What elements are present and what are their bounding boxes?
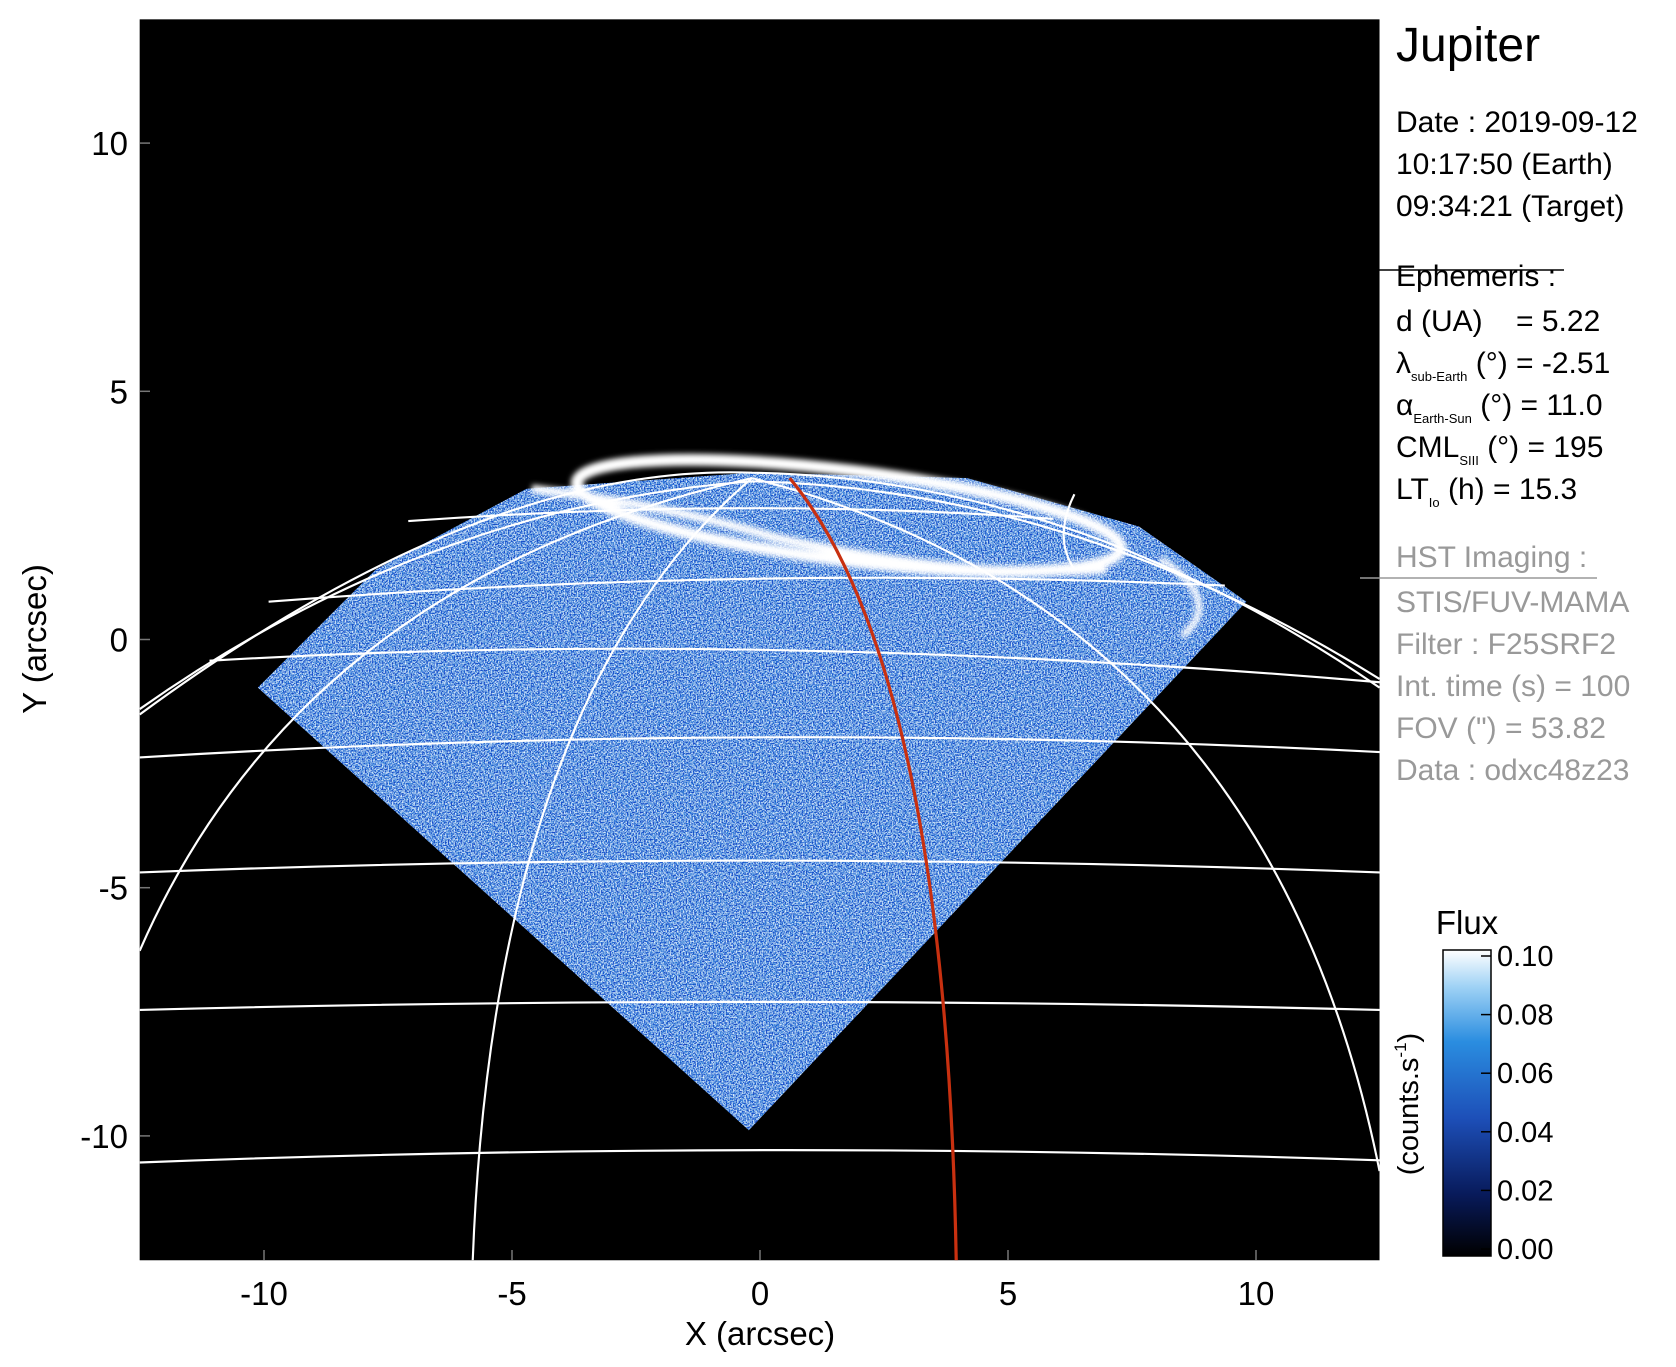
y-tick-label: -10	[80, 1118, 128, 1155]
x-axis-label: X (arcsec)	[685, 1315, 835, 1352]
image	[139, 453, 1380, 1261]
colorbar-tick-label: 0.00	[1497, 1234, 1553, 1266]
imaging-item: STIS/FUV-MAMA	[1396, 586, 1629, 619]
imaging-item: FOV (") = 53.82	[1396, 712, 1606, 745]
imaging-title: HST Imaging :	[1396, 541, 1587, 574]
y-axis-label: Y (arcsec)	[16, 564, 53, 714]
x-tick-label: -5	[497, 1275, 526, 1312]
colorbar-label: (counts.s-1)	[1391, 1033, 1425, 1175]
colorbar-tick-label: 0.06	[1497, 1058, 1553, 1090]
imaging-item: Filter : F25SRF2	[1396, 628, 1616, 661]
y-tick-label: 0	[110, 622, 128, 659]
ephemeris-item: λsub-Earth (°) = -2.51	[1396, 347, 1610, 384]
ephemeris-sub: SIII	[1459, 453, 1479, 468]
central-meridian	[788, 477, 958, 1261]
ephemeris-main: CML	[1396, 431, 1459, 464]
colorbar-title: Flux	[1436, 904, 1499, 941]
ephemeris-main: α	[1396, 389, 1413, 422]
ephemeris-rest: (°) = -2.51	[1467, 347, 1610, 380]
date-line: 10:17:50 (Earth)	[1396, 148, 1613, 181]
date-line: 09:34:21 (Target)	[1396, 190, 1624, 223]
ephemeris-item: αEarth-Sun (°) = 11.0	[1396, 389, 1603, 426]
y-tick-label: -5	[99, 870, 128, 907]
title: Jupiter	[1396, 19, 1540, 72]
planet-disk	[257, 472, 1247, 1131]
ephemeris-rest: (°) = 195	[1479, 431, 1604, 464]
ephemeris-main: λ	[1396, 347, 1411, 380]
image-layer	[139, 19, 1380, 1261]
imaging-item: Int. time (s) = 100	[1396, 670, 1630, 703]
lat-lon-grid	[139, 471, 1380, 1261]
ephemeris-rest: (h) = 15.3	[1440, 473, 1578, 506]
ephemeris-item: d (UA) = 5.22	[1396, 305, 1600, 338]
x-tick-label: 0	[751, 1275, 769, 1312]
x-tick-label: 5	[999, 1275, 1017, 1312]
y-tick-label: 10	[91, 125, 128, 162]
date-line: Date : 2019-09-12	[1396, 106, 1638, 139]
ephemeris-rest: (°) = 11.0	[1472, 389, 1603, 422]
colorbar-tick-label: 0.04	[1497, 1117, 1553, 1149]
colorbar-tick-label: 0.08	[1497, 1000, 1553, 1032]
ephemeris-item: CMLSIII (°) = 195	[1396, 431, 1603, 468]
colorbar-tick-label: 0.02	[1497, 1175, 1553, 1207]
ephemeris-sub: Io	[1429, 495, 1440, 510]
colorbar-label-sup: -1	[1391, 1042, 1410, 1057]
colorbar-tick-label: 0.10	[1497, 941, 1553, 973]
colorbar	[1442, 949, 1492, 1257]
x-tick-label: -10	[240, 1275, 288, 1312]
ephemeris-main: d (UA) = 5.22	[1396, 305, 1600, 338]
ephemeris-sub: sub-Earth	[1411, 369, 1467, 384]
ephemeris-sub: Earth-Sun	[1413, 411, 1472, 426]
ephemeris-main: LT	[1396, 473, 1429, 506]
ephemeris-item: LTIo (h) = 15.3	[1396, 473, 1577, 510]
imaging-item: Data : odxc48z23	[1396, 754, 1629, 787]
colorbar-label-close: )	[1393, 1033, 1425, 1043]
y-tick-label: 5	[110, 373, 128, 410]
x-tick-label: 10	[1238, 1275, 1275, 1312]
colorbar-label-text: (counts.s	[1393, 1058, 1425, 1176]
ephemeris-title: Ephemeris :	[1396, 260, 1556, 293]
